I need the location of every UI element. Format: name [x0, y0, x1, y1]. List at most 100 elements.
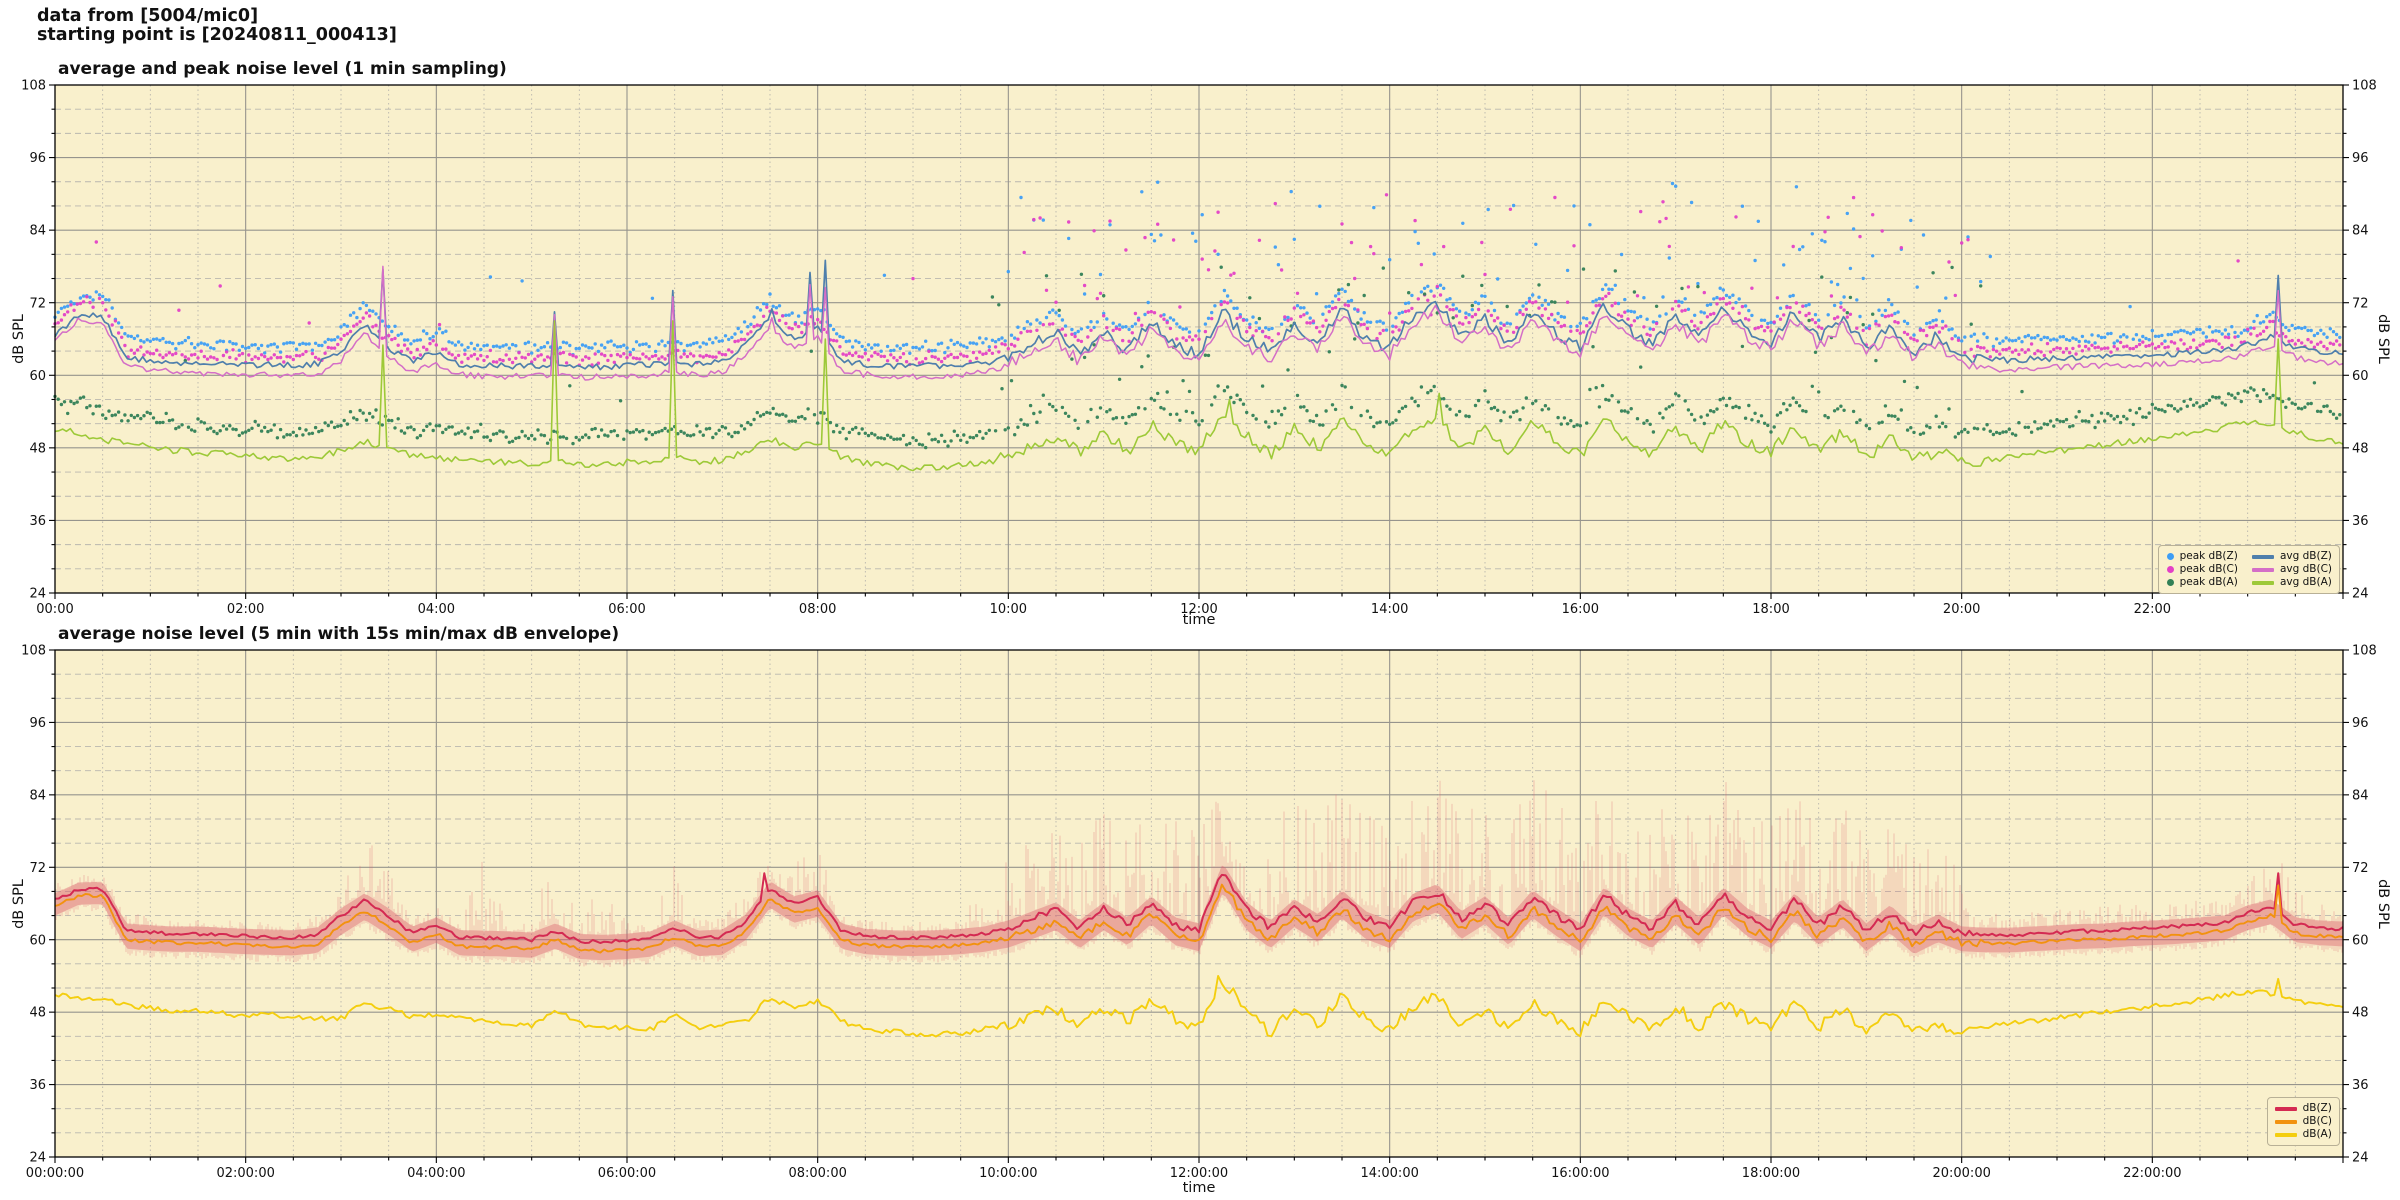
y-tick-label-right: 72 — [2352, 296, 2369, 311]
legend-item-avg-db-c-: avg dB(C) — [2251, 563, 2332, 576]
plot-border — [54, 649, 2344, 1158]
dot-swatch — [2166, 553, 2174, 560]
legend-label: avg dB(Z) — [2279, 550, 2332, 562]
avg-db-c--line — [54, 265, 2344, 381]
x-tick-label: 20:00:00 — [1932, 1166, 1990, 1181]
top-chart-legend: peak dB(Z) peak dB(C) peak dB(A) avg dB(Z) a… — [2157, 545, 2340, 594]
y-tick-label: 84 — [29, 224, 46, 239]
x-tick-label: 08:00 — [799, 602, 836, 617]
axis-tick-labels: 24 24 36 36 48 48 60 60 72 72 84 84 96 96 108 108 00:00:… — [21, 644, 2377, 1181]
x-tick-label: 22:00:00 — [2123, 1166, 2181, 1181]
y-tick-label-right: 84 — [2352, 788, 2369, 803]
y-tick-label-right: 60 — [2352, 369, 2369, 384]
avg-db-a--line — [54, 320, 2344, 472]
bottom-xlabel: time — [1182, 1180, 1216, 1196]
legend-item-db-z-: dB(Z) — [2274, 1102, 2332, 1115]
legend-item-avg-db-z-: avg dB(Z) — [2251, 550, 2332, 563]
bottom-ylabel-right: dB SPL — [2375, 879, 2391, 929]
y-tick-label: 36 — [29, 1078, 46, 1093]
peak-db-a--points — [53, 265, 2342, 450]
top-ylabel-left: dB SPL — [11, 314, 27, 364]
db-c--line — [54, 883, 2344, 954]
line-swatch — [2251, 567, 2274, 572]
x-tick-label: 20:00 — [1943, 602, 1980, 617]
x-tick-label: 16:00 — [1562, 602, 1599, 617]
y-tick-label-right: 108 — [2352, 644, 2377, 659]
peak-db-c--points — [53, 193, 2342, 367]
db-z--line — [54, 872, 2344, 944]
avg-db-z--line — [54, 259, 2344, 371]
legend-label: dB(Z) — [2302, 1102, 2332, 1114]
line-swatch — [2251, 554, 2274, 559]
line-swatch — [2274, 1132, 2297, 1137]
x-tick-label: 12:00 — [1180, 602, 1217, 617]
y-tick-label: 72 — [29, 861, 46, 876]
bottom-ylabel-left: dB SPL — [11, 879, 27, 929]
chart-2: 24 24 36 36 48 48 60 60 72 72 84 84 96 96 108 108 00:00:… — [21, 644, 2377, 1181]
y-tick-label-right: 84 — [2352, 224, 2369, 239]
header-line-2: starting point is [20240811_000413] — [37, 25, 397, 45]
peak-db-z--points — [53, 180, 2342, 357]
x-tick-label: 18:00 — [1752, 602, 1789, 617]
bottom-chart-legend: dB(Z) dB(C) dB(A) — [2266, 1097, 2340, 1146]
x-tick-label: 00:00 — [36, 602, 73, 617]
legend-label: dB(C) — [2302, 1115, 2332, 1127]
db-a--line — [54, 974, 2344, 1038]
header-line-1: data from [5004/mic0] — [37, 6, 259, 26]
y-tick-label: 108 — [21, 79, 46, 94]
grid-major — [55, 650, 2343, 1157]
dot-swatch — [2166, 579, 2174, 586]
legend-item-peak-db-z-: peak dB(Z) — [2166, 550, 2238, 563]
y-tick-label-right: 36 — [2352, 514, 2369, 529]
legend-item-peak-db-c-: peak dB(C) — [2166, 563, 2238, 576]
legend-label: peak dB(Z) — [2179, 550, 2238, 562]
y-tick-label-right: 36 — [2352, 1078, 2369, 1093]
y-tick-label-right: 48 — [2352, 441, 2369, 456]
y-tick-label: 84 — [29, 788, 46, 803]
legend-item-peak-db-a-: peak dB(A) — [2166, 576, 2238, 589]
x-tick-label: 02:00 — [227, 602, 264, 617]
line-swatch — [2251, 580, 2274, 585]
axis-tick-labels: 24 24 36 36 48 48 60 60 72 72 84 84 96 96 108 108 00:00 0… — [21, 79, 2377, 617]
x-tick-label: 10:00 — [990, 602, 1027, 617]
x-tick-label: 14:00 — [1371, 602, 1408, 617]
y-tick-label: 60 — [29, 369, 46, 384]
legend-label: dB(A) — [2302, 1128, 2332, 1140]
x-tick-label: 06:00 — [608, 602, 645, 617]
line-swatch — [2274, 1106, 2297, 1111]
dot-swatch — [2166, 566, 2174, 573]
y-tick-label-right: 96 — [2352, 151, 2369, 166]
legend-label: avg dB(A) — [2279, 576, 2332, 588]
legend-item-avg-db-a-: avg dB(A) — [2251, 576, 2332, 589]
y-tick-label-right: 108 — [2352, 79, 2377, 94]
y-tick-label: 48 — [29, 1006, 46, 1021]
y-tick-label-right: 60 — [2352, 933, 2369, 948]
y-tick-label: 24 — [29, 1151, 46, 1166]
x-tick-label: 08:00:00 — [788, 1166, 846, 1181]
x-tick-label: 10:00:00 — [979, 1166, 1037, 1181]
x-tick-label: 22:00 — [2134, 602, 2171, 617]
y-tick-label: 108 — [21, 644, 46, 659]
top-xlabel: time — [1182, 612, 1216, 628]
legend-item-db-a-: dB(A) — [2274, 1128, 2332, 1141]
y-tick-label-right: 48 — [2352, 1006, 2369, 1021]
y-tick-label-right: 24 — [2352, 1151, 2369, 1166]
grid-major — [55, 85, 2343, 593]
chart-1: 24 24 36 36 48 48 60 60 72 72 84 84 96 96 108 108 00:00 0… — [21, 79, 2377, 617]
axis-ticks — [49, 649, 2349, 1163]
top-ylabel-right: dB SPL — [2375, 314, 2391, 364]
y-tick-label: 96 — [29, 716, 46, 731]
y-tick-label: 24 — [29, 587, 46, 602]
legend-label: avg dB(C) — [2279, 563, 2332, 575]
line-swatch — [2274, 1119, 2297, 1124]
y-tick-label: 96 — [29, 151, 46, 166]
plot-border — [54, 84, 2344, 594]
x-tick-label: 02:00:00 — [216, 1166, 274, 1181]
legend-label: peak dB(C) — [2179, 563, 2238, 575]
x-tick-label: 04:00 — [418, 602, 455, 617]
x-tick-label: 18:00:00 — [1742, 1166, 1800, 1181]
y-tick-label-right: 72 — [2352, 861, 2369, 876]
x-tick-label: 04:00:00 — [407, 1166, 465, 1181]
